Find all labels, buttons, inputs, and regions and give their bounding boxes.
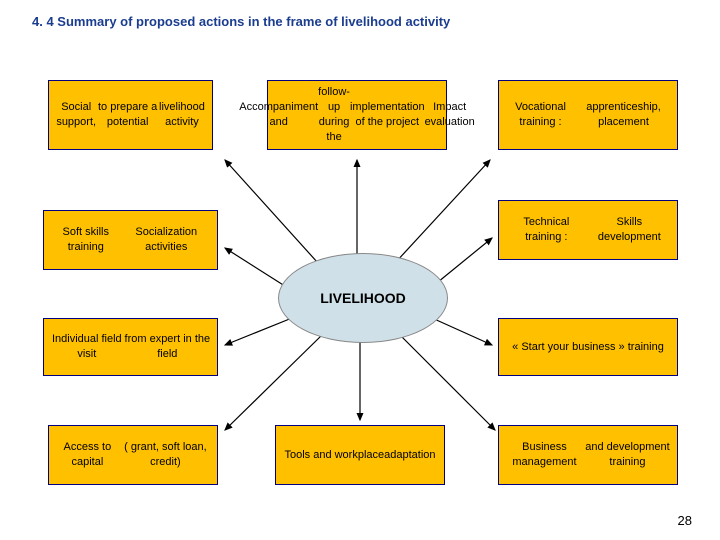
box-line: Access to capital bbox=[55, 440, 120, 470]
box-line: and development training bbox=[584, 440, 671, 470]
box-line: from expert in the field bbox=[124, 332, 211, 362]
box-line: Vocational training : bbox=[505, 100, 576, 130]
page-number: 28 bbox=[678, 513, 692, 528]
box-biz-mgmt: Business managementand development train… bbox=[498, 425, 678, 485]
box-line: Accompaniment and bbox=[239, 100, 318, 130]
box-line: Soft skills training bbox=[50, 225, 122, 255]
box-soft-skills: Soft skills trainingSocialization activi… bbox=[43, 210, 218, 270]
center-livelihood: LIVELIHOOD bbox=[278, 253, 448, 343]
box-line: follow-up during the bbox=[318, 85, 350, 144]
box-line: Business management bbox=[505, 440, 584, 470]
center-label: LIVELIHOOD bbox=[320, 290, 406, 306]
box-tools: Tools and workplaceadaptation bbox=[275, 425, 445, 485]
box-line: Tools and workplace bbox=[284, 448, 384, 463]
box-line: Skills development bbox=[588, 215, 671, 245]
box-line: Socialization activities bbox=[122, 225, 211, 255]
box-line: « Start your business » training bbox=[512, 340, 664, 355]
box-start-business: « Start your business » training bbox=[498, 318, 678, 376]
box-line: implementation of the project bbox=[350, 100, 425, 130]
box-line: Technical training : bbox=[505, 215, 588, 245]
box-line: to prepare a potential bbox=[97, 100, 158, 130]
box-line: Impact evaluation bbox=[425, 100, 475, 130]
box-line: Individual field visit bbox=[50, 332, 124, 362]
box-line: ( grant, soft loan, credit) bbox=[120, 440, 211, 470]
box-technical: Technical training :Skills development bbox=[498, 200, 678, 260]
box-social-support: Social support,to prepare a potentialliv… bbox=[48, 80, 213, 150]
box-accompaniment: Accompaniment andfollow-up during theimp… bbox=[267, 80, 447, 150]
box-access-capital: Access to capital( grant, soft loan, cre… bbox=[48, 425, 218, 485]
page-title: 4. 4 Summary of proposed actions in the … bbox=[32, 14, 450, 29]
box-vocational: Vocational training :apprenticeship, pla… bbox=[498, 80, 678, 150]
box-line: adaptation bbox=[384, 448, 435, 463]
box-line: Social support, bbox=[55, 100, 97, 130]
box-line: livelihood activity bbox=[158, 100, 206, 130]
box-line: apprenticeship, placement bbox=[576, 100, 671, 130]
box-field-visit: Individual field visitfrom expert in the… bbox=[43, 318, 218, 376]
